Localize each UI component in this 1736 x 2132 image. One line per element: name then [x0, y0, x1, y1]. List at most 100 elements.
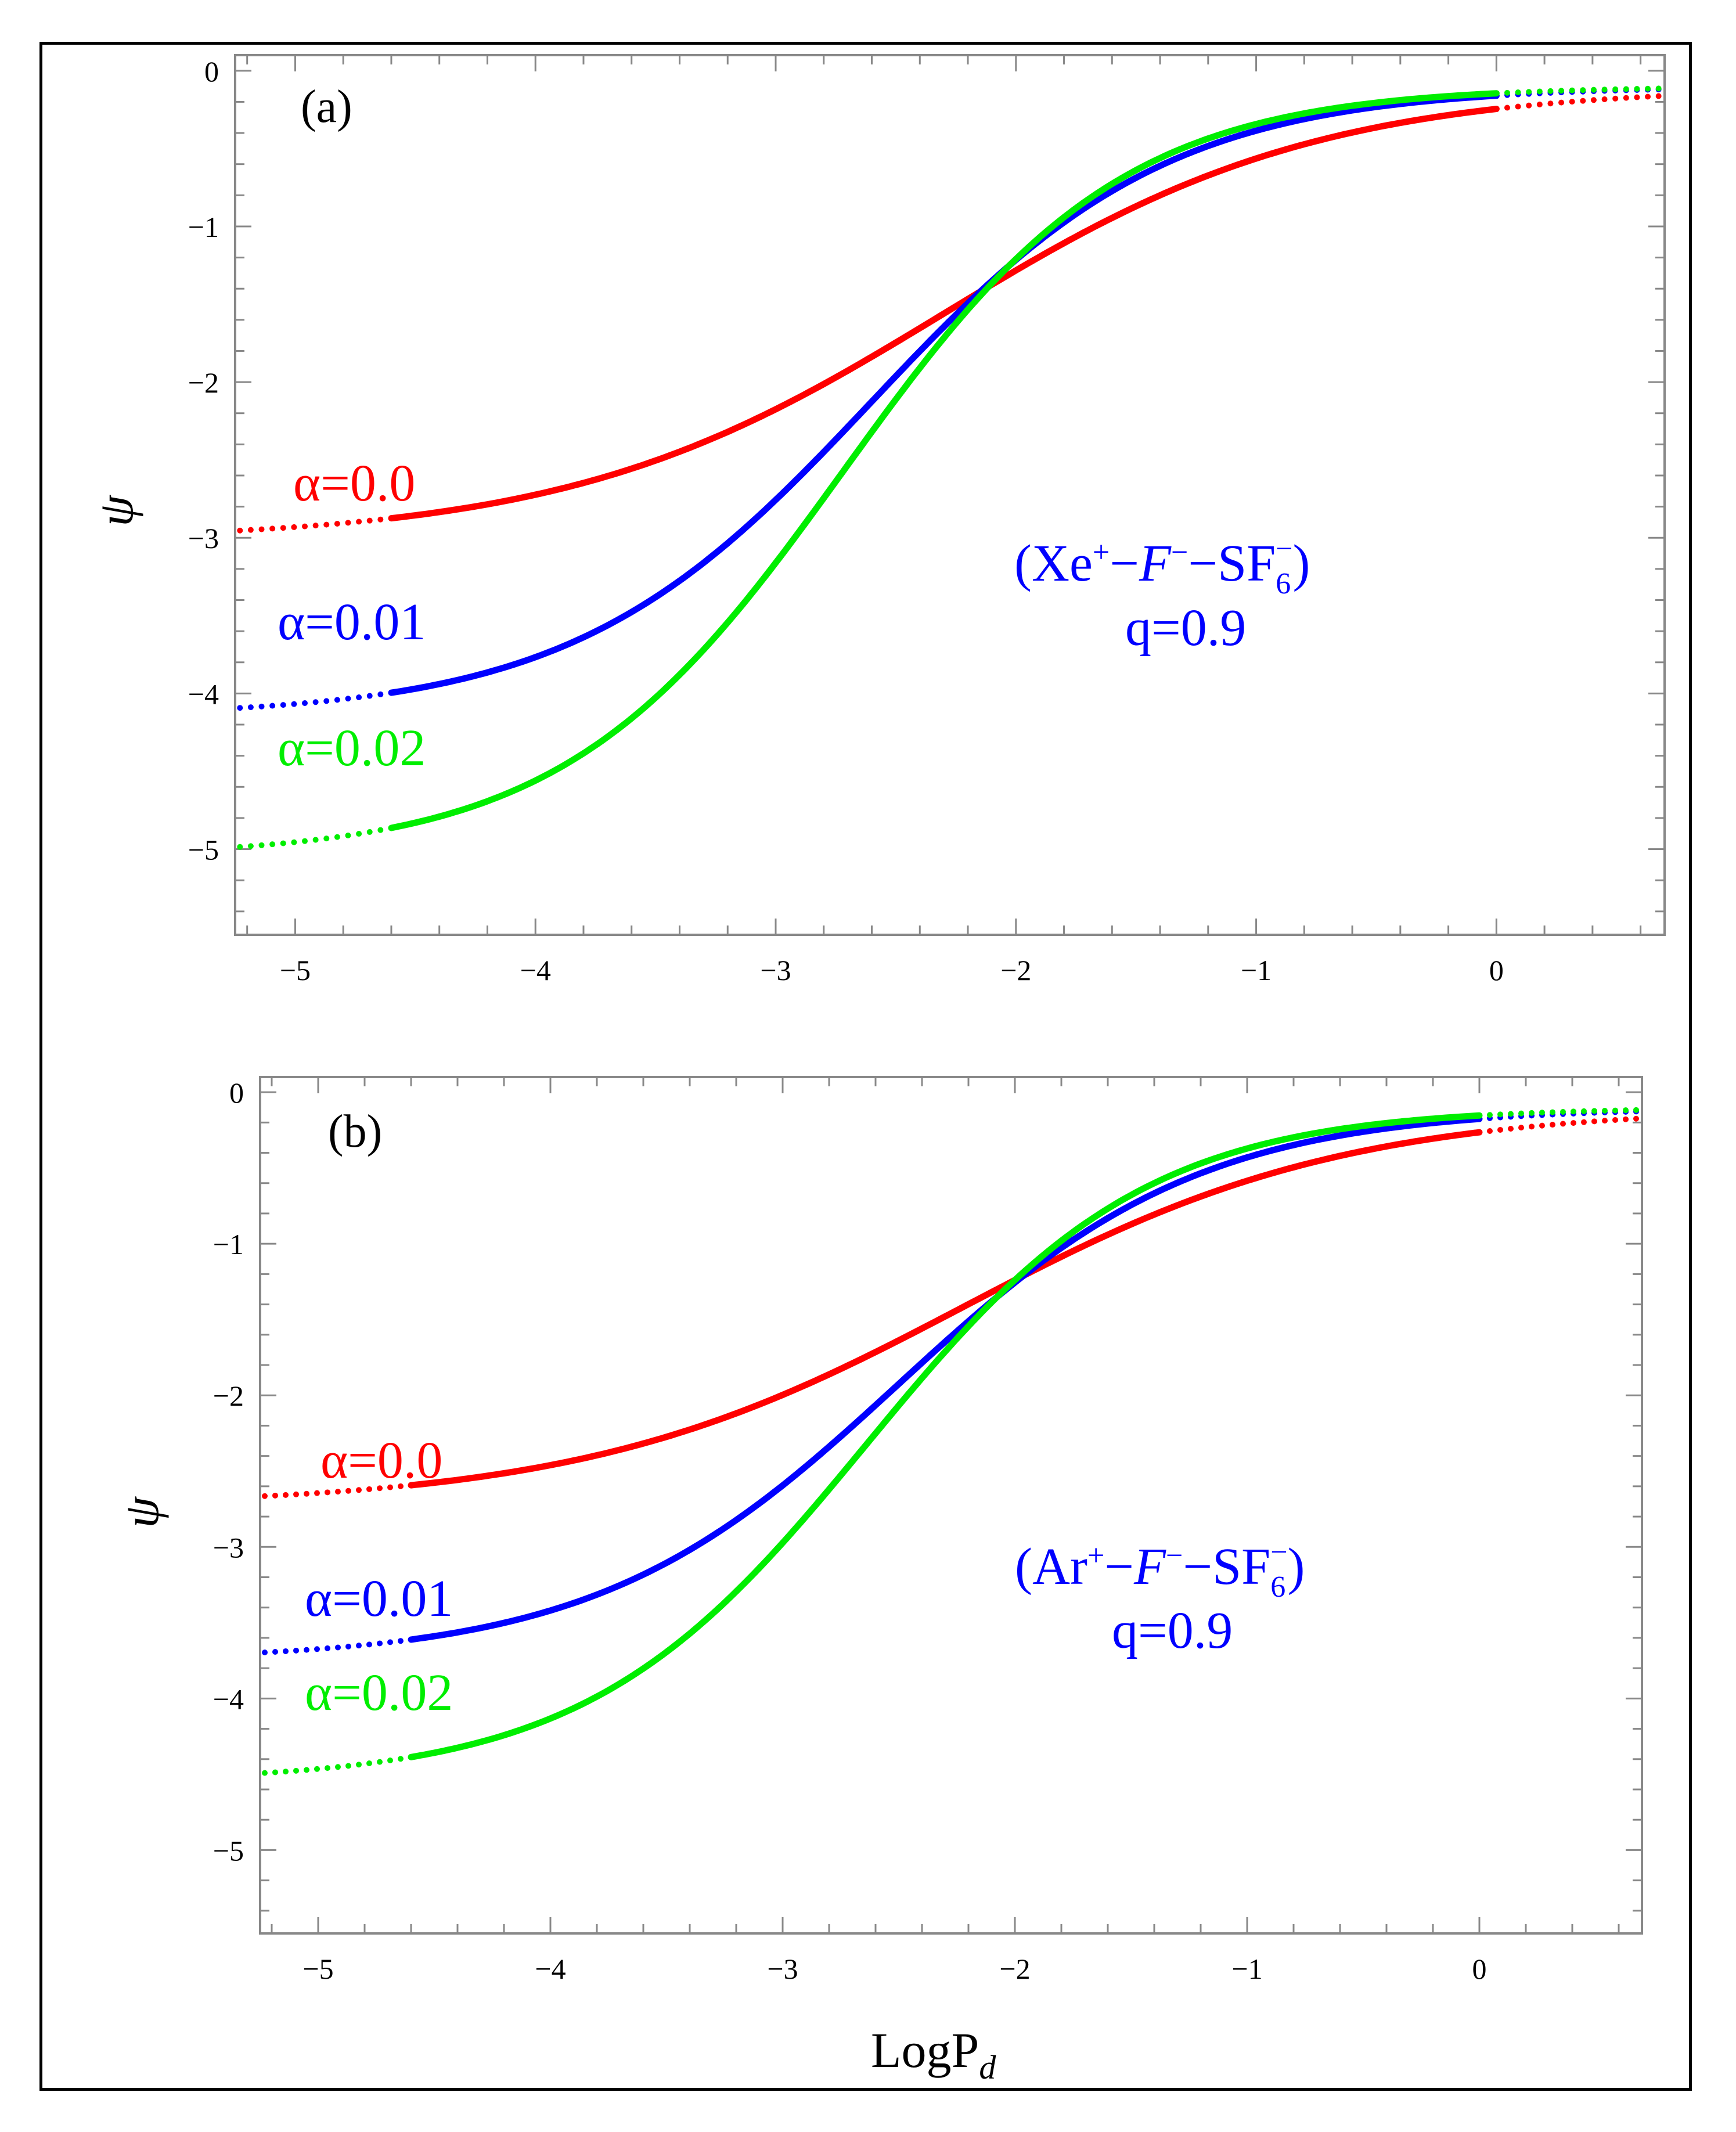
- series-dot: [1518, 1110, 1524, 1117]
- series-dot: [293, 1491, 299, 1497]
- series-dot: [387, 1639, 393, 1645]
- x-axis-label: LogPd: [871, 2022, 996, 2086]
- series-dot: [1497, 1126, 1503, 1133]
- series-dot: [314, 1646, 320, 1652]
- series-dot: [258, 703, 265, 710]
- series-dot: [1504, 89, 1510, 96]
- series-dot: [304, 1767, 309, 1773]
- series-dot: [345, 1488, 351, 1494]
- x-tick-label: 0: [1472, 1953, 1487, 1985]
- series-dot: [237, 844, 243, 850]
- series-dot: [1623, 1107, 1629, 1114]
- series-dot: [269, 703, 276, 709]
- x-tick-label: −3: [767, 1953, 798, 1985]
- panel-b-ticks: [260, 1077, 1642, 1933]
- series-dot: [262, 1770, 268, 1776]
- y-tick-label: −3: [213, 1531, 244, 1564]
- series-dot: [1612, 86, 1619, 92]
- series-dot: [1547, 88, 1554, 94]
- series-dot: [272, 1769, 278, 1776]
- series-dot: [304, 1490, 309, 1497]
- series-line-alpha-0: [388, 106, 1500, 522]
- series-dot: [323, 698, 330, 704]
- series-dot: [377, 691, 384, 697]
- series-dot: [247, 843, 254, 849]
- series-dot: [335, 1644, 341, 1651]
- x-tick-label: −5: [302, 1953, 333, 1985]
- series-dot: [312, 523, 319, 529]
- series-dot: [301, 523, 308, 530]
- series-dot: [1623, 1116, 1629, 1122]
- series-dot: [1645, 93, 1651, 100]
- y-tick-label: 0: [229, 1076, 244, 1109]
- series-dot: [1550, 1109, 1555, 1115]
- series-dot: [334, 521, 340, 527]
- series-dot: [301, 838, 308, 844]
- series-dot: [1623, 86, 1629, 92]
- series-dot: [345, 832, 351, 838]
- x-tick-label: −4: [520, 954, 551, 986]
- panel-b-label-alpha-002: α=0.02: [305, 1664, 453, 1722]
- series-dot: [377, 516, 384, 523]
- panel-b-label-alpha-0: α=0.0: [320, 1432, 442, 1489]
- series-dot: [325, 1765, 330, 1771]
- series-dot: [1547, 100, 1554, 107]
- panel-b-tick-labels: −5 −4 −3 −2 −1 0 0 −1 −2 −3 −4 −5: [213, 1076, 1487, 1985]
- y-tick-label: 0: [204, 55, 219, 88]
- panel-b-q-annotation: q=0.9: [1112, 1602, 1233, 1659]
- series-dot: [334, 834, 340, 840]
- series-dot: [283, 1648, 289, 1654]
- series-dot: [377, 1485, 383, 1492]
- series-dot: [291, 701, 297, 707]
- y-tick-label: −4: [213, 1683, 244, 1715]
- series-dot: [1602, 1118, 1608, 1124]
- series-dot: [1571, 1108, 1576, 1115]
- panel-a-label-alpha-002: α=0.02: [278, 719, 426, 777]
- series-dot: [1623, 95, 1629, 101]
- series-dot: [1529, 1110, 1535, 1116]
- series-dot: [1571, 1120, 1576, 1126]
- series-line-alpha-001: [388, 92, 1500, 696]
- series-dot: [258, 842, 265, 848]
- y-tick-label: −5: [188, 834, 219, 866]
- series-dot: [1539, 1122, 1545, 1129]
- panel-a-system-annotation: (Xe+−F−−SF6−): [1014, 532, 1310, 600]
- series-dot: [345, 520, 351, 526]
- series-dot: [1518, 1125, 1524, 1131]
- series-dot: [1645, 85, 1651, 92]
- series-dot: [366, 1486, 372, 1492]
- panel-a-y-axis-label: ψ: [88, 495, 143, 527]
- series-dot: [1550, 1122, 1555, 1128]
- series-dot: [1590, 97, 1597, 103]
- series-dot: [388, 824, 394, 831]
- x-tick-label: 0: [1489, 954, 1504, 986]
- series-dot: [377, 1759, 383, 1765]
- series-dot: [314, 1490, 320, 1496]
- y-tick-label: −1: [213, 1228, 244, 1261]
- series-dot: [1569, 99, 1575, 105]
- series-dot: [269, 525, 276, 532]
- series-dot: [398, 1638, 404, 1644]
- series-dot: [1476, 1112, 1482, 1119]
- panel-b-y-axis-label: ψ: [113, 1496, 169, 1528]
- series-dot: [1493, 90, 1500, 96]
- y-tick-label: −2: [188, 366, 219, 399]
- y-tick-label: −5: [213, 1834, 244, 1867]
- series-dot: [1655, 85, 1662, 92]
- series-dot: [1508, 1125, 1514, 1132]
- panel-b-plot-area: [259, 1076, 1643, 1935]
- panel-a-tick-labels: −5 −4 −3 −2 −1 0 0 −1 −2 −3 −4 −5: [188, 55, 1504, 986]
- series-dot: [323, 835, 330, 842]
- series-dot: [272, 1492, 278, 1499]
- series-dot: [1539, 1110, 1545, 1116]
- series-dot: [1536, 88, 1543, 95]
- series-dot: [293, 1767, 299, 1774]
- series-dot: [1581, 1119, 1587, 1125]
- series-dot: [1558, 88, 1565, 94]
- series-dot: [1581, 1108, 1587, 1114]
- series-dot: [1508, 1111, 1514, 1117]
- panel-b-label-alpha-001: α=0.01: [305, 1570, 453, 1627]
- series-dot: [387, 1758, 393, 1764]
- series-dot: [387, 1484, 393, 1490]
